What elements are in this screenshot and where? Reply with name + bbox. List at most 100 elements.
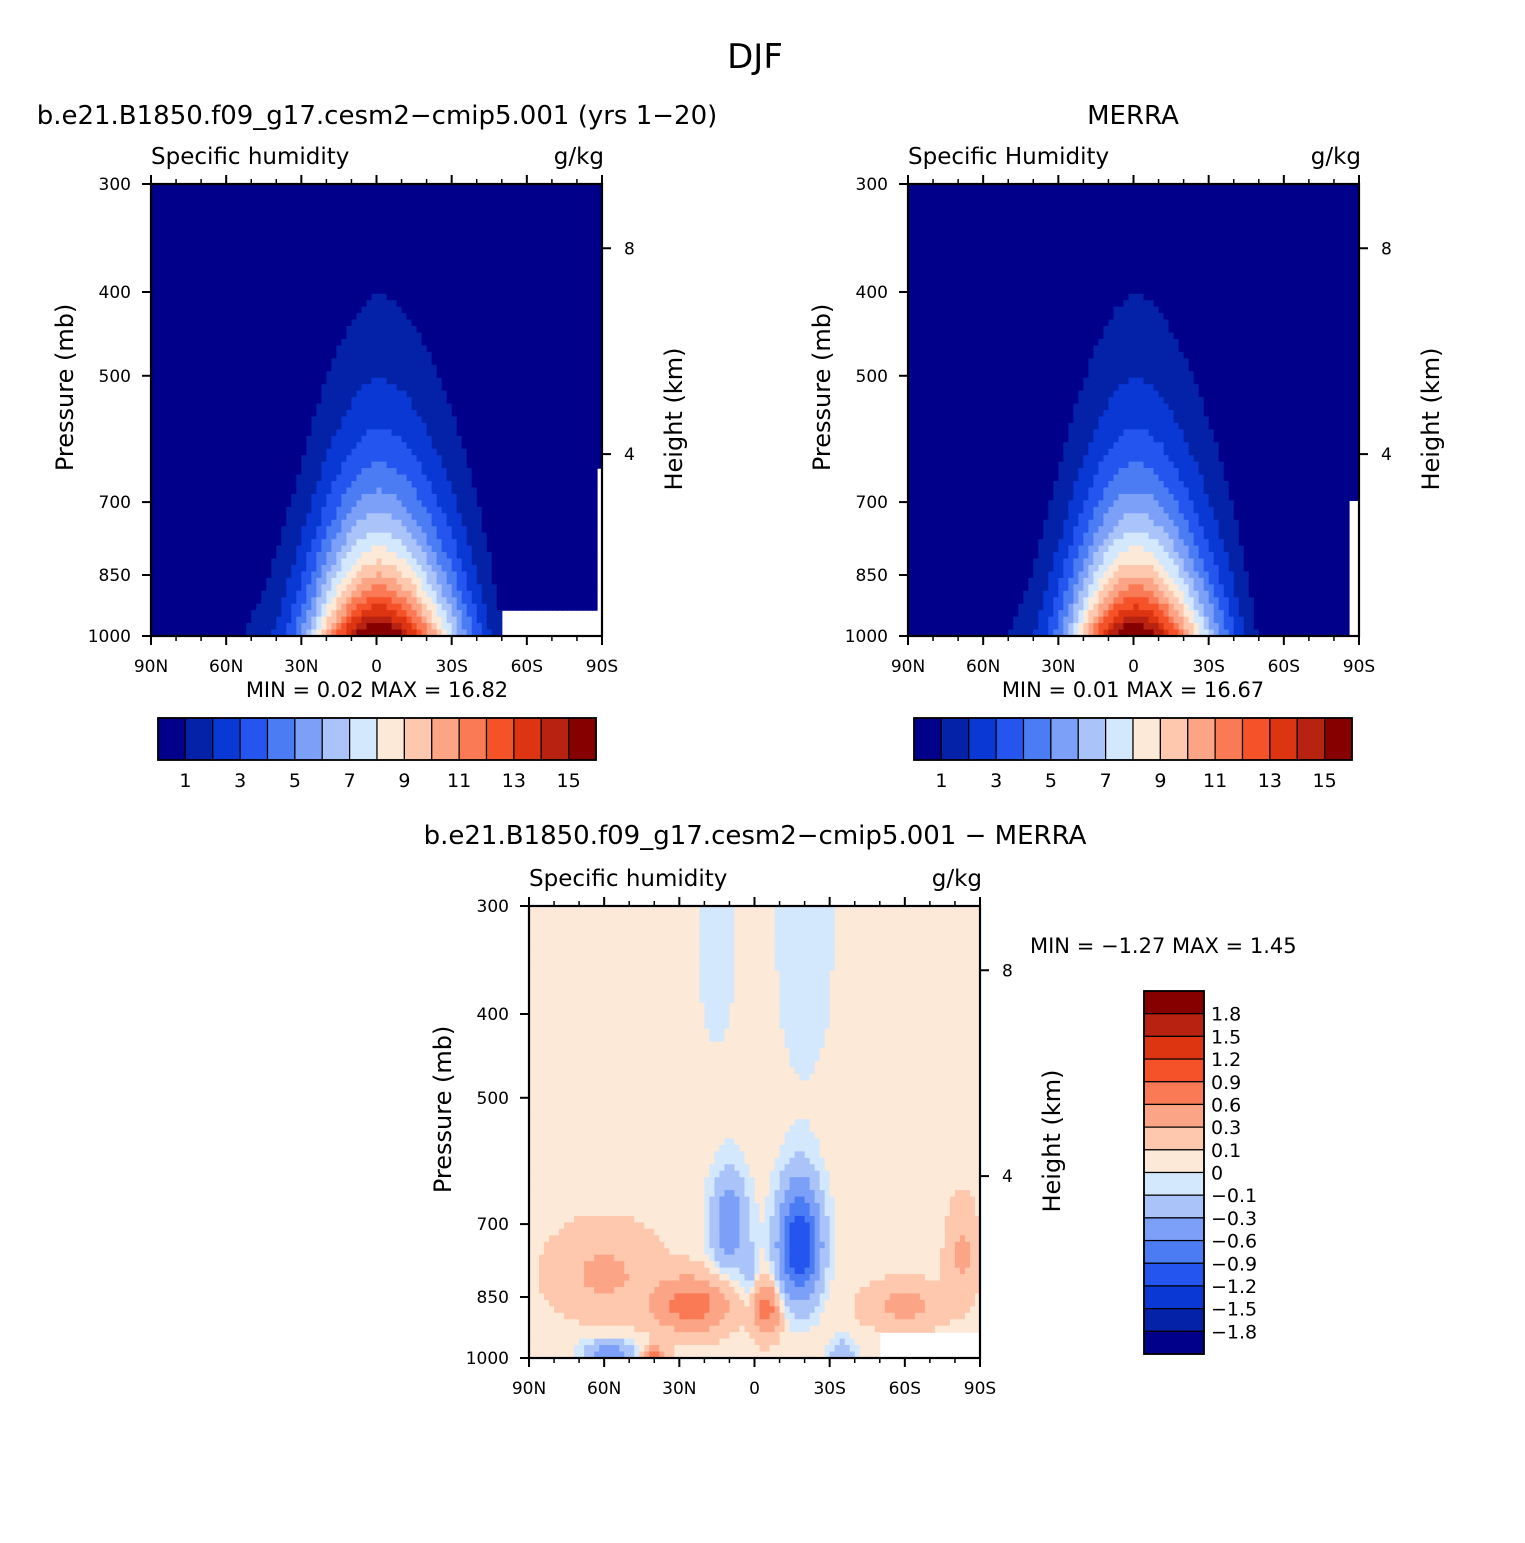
contour-cell: [266, 306, 272, 314]
contour-cell: [191, 390, 197, 398]
contour-cell: [191, 274, 197, 282]
contour-cell: [266, 261, 272, 269]
contour-cell: [151, 300, 157, 308]
contour-cell: [306, 364, 312, 372]
contour-cell: [271, 216, 277, 224]
contour-cell: [576, 481, 583, 489]
contour-cell: [456, 287, 463, 295]
contour-cell: [221, 493, 227, 501]
contour-cell: [536, 190, 543, 198]
contour-cell: [366, 390, 373, 398]
contour-cell: [326, 364, 332, 372]
contour-cell: [491, 410, 498, 418]
contour-cell: [311, 267, 317, 275]
contour-cell: [301, 313, 307, 321]
contour-cell: [266, 532, 272, 540]
contour-cell: [316, 306, 322, 314]
contour-cell: [196, 196, 202, 204]
contour-cell: [471, 203, 478, 211]
contour-cell: [521, 364, 528, 372]
contour-cell: [421, 390, 428, 398]
contour-cell: [391, 261, 398, 269]
contour-cell: [441, 519, 448, 527]
contour-cell: [361, 235, 368, 243]
contour-cell: [171, 242, 177, 250]
contour-cell: [436, 345, 443, 353]
contour-cell: [386, 261, 393, 269]
contour-cell: [531, 274, 538, 282]
contour-cell: [211, 429, 217, 437]
contour-cell: [456, 280, 463, 288]
contour-cell: [341, 422, 348, 430]
contour-cell: [161, 313, 167, 321]
contour-cell: [566, 455, 573, 463]
contour-cell: [246, 222, 252, 230]
contour-cell: [471, 345, 478, 353]
contour-cell: [241, 255, 247, 263]
contour-cell: [226, 397, 232, 405]
contour-cell: [271, 526, 277, 534]
contour-cell: [561, 474, 568, 482]
contour-cell: [391, 506, 398, 514]
contour-cell: [526, 448, 533, 456]
contour-cell: [596, 287, 603, 295]
contour-cell: [376, 261, 383, 269]
contour-cell: [556, 351, 563, 359]
contour-cell: [366, 345, 373, 353]
contour-cell: [461, 326, 468, 334]
contour-cell: [226, 235, 232, 243]
contour-cell: [231, 242, 237, 250]
contour-cell: [396, 216, 403, 224]
contour-cell: [501, 351, 508, 359]
contour-cell: [256, 261, 262, 269]
contour-cell: [551, 338, 558, 347]
contour-cell: [221, 209, 227, 217]
contour-cell: [316, 403, 322, 411]
contour-cell: [261, 416, 267, 424]
contour-cell: [236, 506, 242, 514]
contour-cell: [421, 293, 428, 301]
contour-cell: [531, 416, 538, 424]
contour-cell: [306, 532, 312, 540]
contour-cell: [366, 416, 373, 424]
contour-cell: [246, 442, 252, 450]
contour-cell: [336, 184, 343, 192]
contour-cell: [296, 313, 302, 321]
contour-cell: [491, 235, 498, 243]
contour-cell: [371, 442, 378, 450]
contour-cell: [581, 235, 588, 243]
contour-cell: [266, 293, 272, 301]
contour-cell: [311, 235, 317, 243]
contour-cell: [571, 242, 578, 250]
contour-cell: [466, 261, 473, 269]
contour-cell: [276, 229, 282, 237]
contour-cell: [271, 500, 277, 508]
contour-cell: [416, 435, 423, 443]
contour-cell: [466, 448, 473, 456]
contour-cell: [536, 371, 543, 379]
contour-cell: [431, 455, 438, 463]
contour-cell: [361, 519, 368, 527]
contour-cell: [226, 209, 232, 217]
contour-cell: [276, 487, 282, 495]
contour-cell: [351, 248, 358, 256]
contour-cell: [496, 493, 503, 501]
contour-cell: [311, 539, 317, 547]
contour-cell: [401, 287, 408, 295]
contour-cell: [181, 248, 187, 256]
contour-cell: [461, 287, 468, 295]
contour-cell: [211, 442, 217, 450]
contour-cell: [541, 267, 548, 275]
contour-cell: [381, 364, 388, 372]
contour-cell: [161, 442, 167, 450]
contour-cell: [311, 513, 317, 521]
contour-cell: [246, 448, 252, 456]
contour-cell: [451, 332, 458, 340]
contour-cell: [346, 371, 353, 379]
contour-cell: [561, 184, 568, 192]
contour-cell: [471, 242, 478, 250]
contour-cell: [381, 506, 388, 514]
contour-cell: [506, 293, 513, 301]
contour-cell: [241, 248, 247, 256]
contour-cell: [276, 410, 282, 418]
